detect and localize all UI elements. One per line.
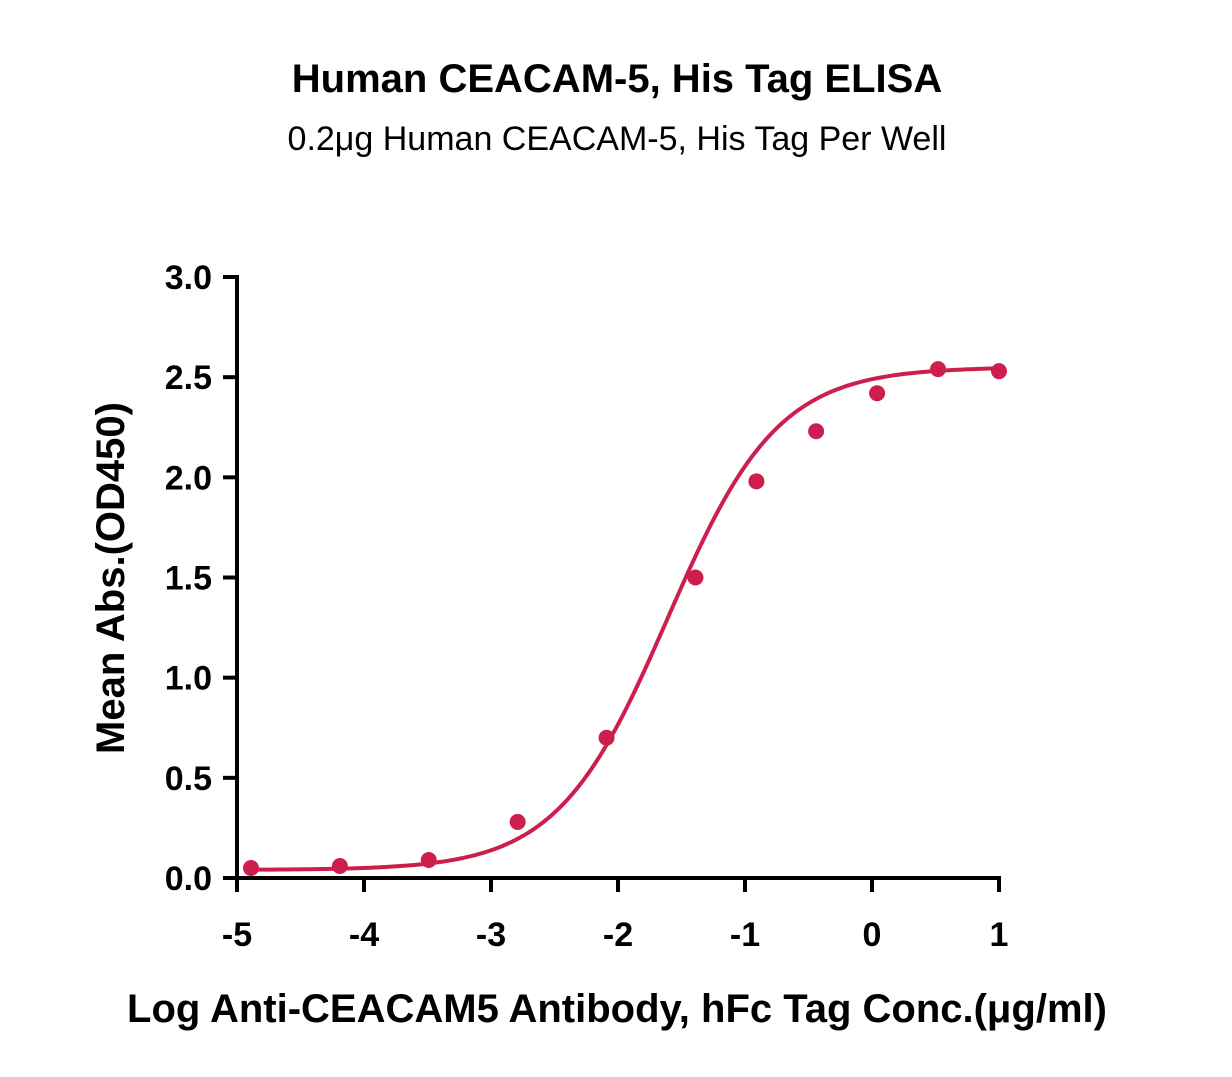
data-point <box>420 851 437 868</box>
x-axis-label: Log Anti-CEACAM5 Antibody, hFc Tag Conc.… <box>127 987 1107 1031</box>
y-tick-label: 1.5 <box>165 560 212 598</box>
x-tick-label: -4 <box>349 916 379 954</box>
x-tick-label: -5 <box>222 916 252 954</box>
data-point <box>687 569 704 586</box>
y-tick-label: 0.0 <box>165 860 212 898</box>
x-tick-label: 0 <box>863 916 882 954</box>
fit-curve <box>250 366 1000 872</box>
x-tick-label: -3 <box>476 916 506 954</box>
chart-title: Human CEACAM-5, His Tag ELISA <box>292 57 942 101</box>
data-point <box>869 385 886 402</box>
y-axis-label: Mean Abs.(OD450) <box>89 402 133 754</box>
data-point <box>991 363 1007 380</box>
x-tick-label: 1 <box>990 916 1009 954</box>
data-point <box>331 857 348 874</box>
x-tick-label: -2 <box>603 916 633 954</box>
y-tick-label: 2.5 <box>165 359 212 397</box>
data-point <box>509 813 526 830</box>
y-tick-label: 3.0 <box>165 259 212 297</box>
data-point <box>242 859 259 876</box>
x-axis-ticks: -5 -4 -3 -2 -1 0 1 <box>222 878 1009 954</box>
y-tick-label: 2.0 <box>165 459 212 497</box>
data-point <box>748 473 765 490</box>
data-point <box>598 729 615 746</box>
x-tick-label: -1 <box>730 916 760 954</box>
data-point <box>808 423 825 440</box>
y-tick-label: 1.0 <box>165 660 212 698</box>
y-tick-label: 0.5 <box>165 760 212 798</box>
y-axis-ticks: 0.0 0.5 1.0 1.5 2.0 2.5 3.0 <box>165 259 237 898</box>
chart-subtitle: 0.2μg Human CEACAM-5, His Tag Per Well <box>288 120 947 158</box>
data-point <box>930 361 947 378</box>
data-points <box>242 361 1007 876</box>
